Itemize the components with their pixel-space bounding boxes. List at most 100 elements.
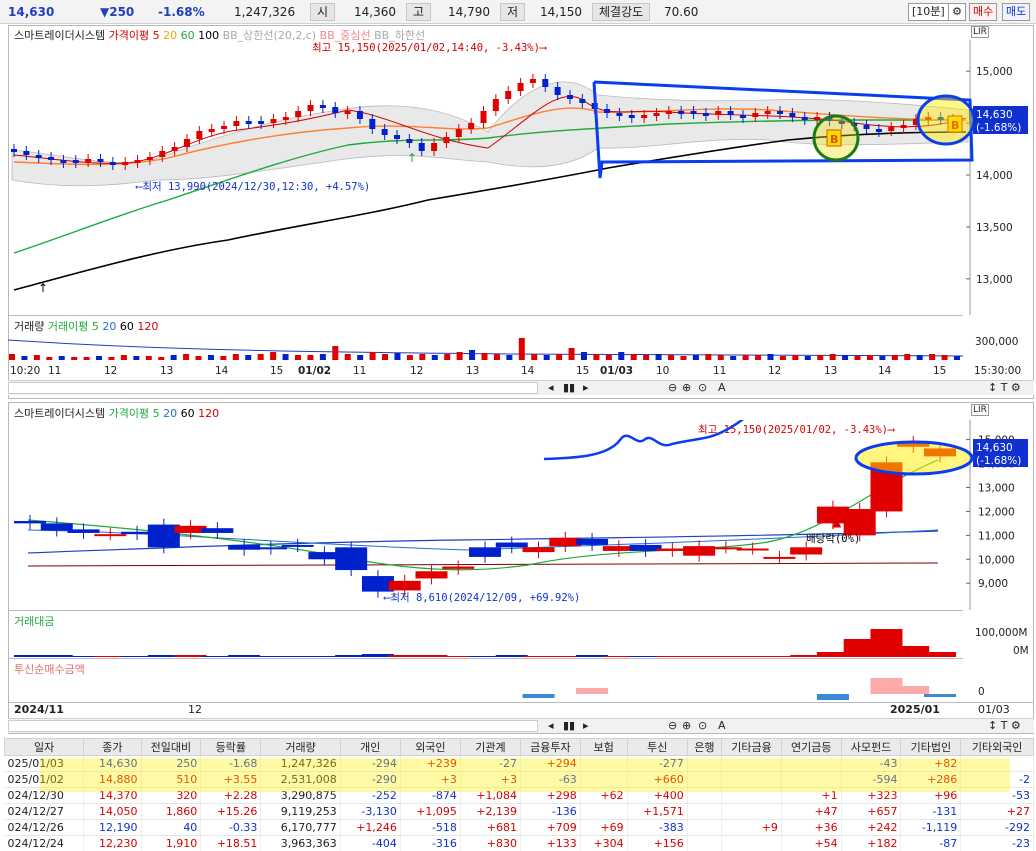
daily-zoom-in-icon[interactable]: ⊕: [682, 719, 692, 732]
volume-bar: [556, 354, 563, 360]
daily-zoom-out-icon[interactable]: ⊖: [668, 719, 678, 732]
zoom-in-icon[interactable]: ⊕: [682, 381, 692, 394]
table-cell: 2,531,008: [260, 771, 341, 788]
table-header-cell[interactable]: 보험: [579, 738, 628, 756]
table-header-cell[interactable]: 기타법인: [900, 738, 962, 756]
daily-candle: [281, 544, 314, 547]
daily-tool-icons[interactable]: ↕ T ⚙: [988, 719, 1021, 732]
volume-bar: [668, 355, 675, 360]
zoom-reset-icon[interactable]: ⊙: [698, 381, 708, 394]
text-tool-icon[interactable]: A: [718, 381, 726, 394]
intraday-candle: [23, 151, 30, 155]
daily-scrollbar[interactable]: [8, 720, 538, 732]
volume-bar: [158, 357, 165, 360]
intraday-scrollbar[interactable]: [8, 382, 538, 394]
intraday-candle: [529, 79, 536, 83]
amount-bar: [897, 646, 930, 657]
daily-scroll-right-icon[interactable]: ▸: [583, 719, 589, 732]
table-header-cell[interactable]: 종가: [83, 738, 142, 756]
table-row[interactable]: 025/01/02 14,880 510 +3.55 2,531,008 -290 +3 +3…: [4, 771, 1034, 788]
daily-zoom-reset-icon[interactable]: ⊙: [698, 719, 708, 732]
daily-text-tool-icon[interactable]: A: [718, 719, 726, 732]
table-row[interactable]: 024/12/30 14,370 320 +2.28 3,290,875 -252 -874…: [4, 787, 1034, 804]
daily-date-axis: 2024/11 12 2025/01 01/03: [8, 702, 1034, 717]
table-cell: -43: [841, 755, 902, 772]
table-cell: +54: [781, 835, 842, 851]
volume-bar: [431, 355, 438, 360]
table-header-cell[interactable]: 거래량: [260, 738, 341, 756]
volume-bar: [245, 355, 252, 360]
settings-gear-icon[interactable]: ⚙: [948, 3, 966, 21]
volume-bar: [145, 356, 152, 360]
zoom-out-icon[interactable]: ⊖: [668, 381, 678, 394]
volume-bar: [866, 355, 873, 360]
interval-button[interactable]: [10분]: [908, 3, 949, 21]
table-cell: -518: [400, 819, 461, 836]
hand-drawn-scribble: [543, 420, 745, 461]
table-cell: 024/12/26: [4, 819, 85, 836]
amount-bar: [388, 655, 421, 657]
time-label: 12: [768, 365, 781, 377]
table-cell: +660: [627, 771, 688, 788]
table-row[interactable]: 024/12/24 12,230 1,910 +18.51 3,963,363 -404-…: [4, 835, 1034, 851]
volume-bar: [854, 356, 861, 360]
low-arrow-icon: ↑: [38, 281, 48, 295]
table-header-cell[interactable]: 투신: [626, 738, 688, 756]
buy-button[interactable]: 매수: [969, 3, 998, 21]
table-header-cell[interactable]: 등락률: [200, 738, 262, 756]
table-row[interactable]: 025/01/03 14,630 250 -1.68 1,247,326 -294 +239…: [4, 755, 1034, 772]
intraday-low-annotation: ⟵최저 13,990(2024/12/30,12:30, +4.57%): [135, 181, 370, 193]
table-header-cell[interactable]: 사모펀드: [840, 738, 902, 756]
intraday-candle: [282, 117, 289, 120]
pause-icon[interactable]: ▮▮: [563, 381, 576, 394]
table-cell: +36: [781, 819, 842, 836]
sell-button[interactable]: 매도: [1002, 3, 1031, 21]
daily-candle: [442, 566, 475, 569]
volume-bar: [829, 354, 836, 360]
intraday-candle: [579, 99, 586, 103]
daily-pause-icon[interactable]: ▮▮: [563, 719, 576, 732]
table-header-cell[interactable]: 기타외국인: [960, 738, 1034, 756]
tool-icons[interactable]: ↕ T ⚙: [988, 381, 1021, 394]
ma20-line: [13, 107, 967, 166]
volume-bar: [929, 354, 936, 360]
chart-option-icon[interactable]: LIR: [971, 26, 989, 38]
open-value: 14,360: [354, 5, 396, 19]
amount-bars: [14, 629, 956, 657]
table-header-cell[interactable]: 일자: [3, 738, 85, 756]
table-cell: +82: [900, 755, 962, 772]
table-cell: +2,139: [460, 803, 522, 820]
table-header-cell[interactable]: 기타금융: [721, 738, 782, 756]
table-header-cell[interactable]: 개인: [339, 738, 401, 756]
table-cell: 9,119,253: [260, 803, 341, 820]
table-header-cell[interactable]: 연기금등: [780, 738, 842, 756]
intraday-candle: [307, 105, 314, 111]
volume-bar: [357, 355, 364, 360]
table-row[interactable]: 024/12/26 12,190 40 -0.33 6,170,777 +1,246 -51…: [4, 819, 1034, 836]
table-cell: -131: [900, 803, 962, 820]
volume-bar: [207, 355, 214, 360]
fund-bar: [816, 694, 849, 700]
table-header-cell[interactable]: 금융투자: [520, 738, 581, 756]
table-header-cell[interactable]: 전일대비: [140, 738, 202, 756]
daily-chart-option-icon[interactable]: LIR: [971, 404, 989, 416]
table-header-cell[interactable]: 은행: [686, 738, 723, 756]
volume-legend-ma20: 20: [102, 320, 117, 333]
daily-legend-ma20: 20: [163, 407, 178, 420]
table-header-cell[interactable]: 외국인: [399, 738, 461, 756]
intraday-candle: [11, 149, 17, 152]
daily-legend-title: 스마트레이더시스템: [14, 407, 106, 420]
volume-bar: [941, 355, 948, 360]
table-cell: [687, 803, 723, 820]
open-label: 시: [310, 3, 336, 21]
blue-circle-markup: [916, 94, 976, 146]
daily-scroll-left-icon[interactable]: ◂: [548, 719, 554, 732]
scroll-right-icon[interactable]: ▸: [583, 381, 589, 394]
time-label: 15: [933, 365, 946, 377]
table-header-cell[interactable]: 기관계: [459, 738, 522, 756]
amount-bar: [361, 654, 394, 657]
table-row[interactable]: 024/12/27 14,050 1,860 +15.26 9,119,253 -3,13…: [4, 803, 1034, 820]
scroll-left-icon[interactable]: ◂: [548, 381, 554, 394]
